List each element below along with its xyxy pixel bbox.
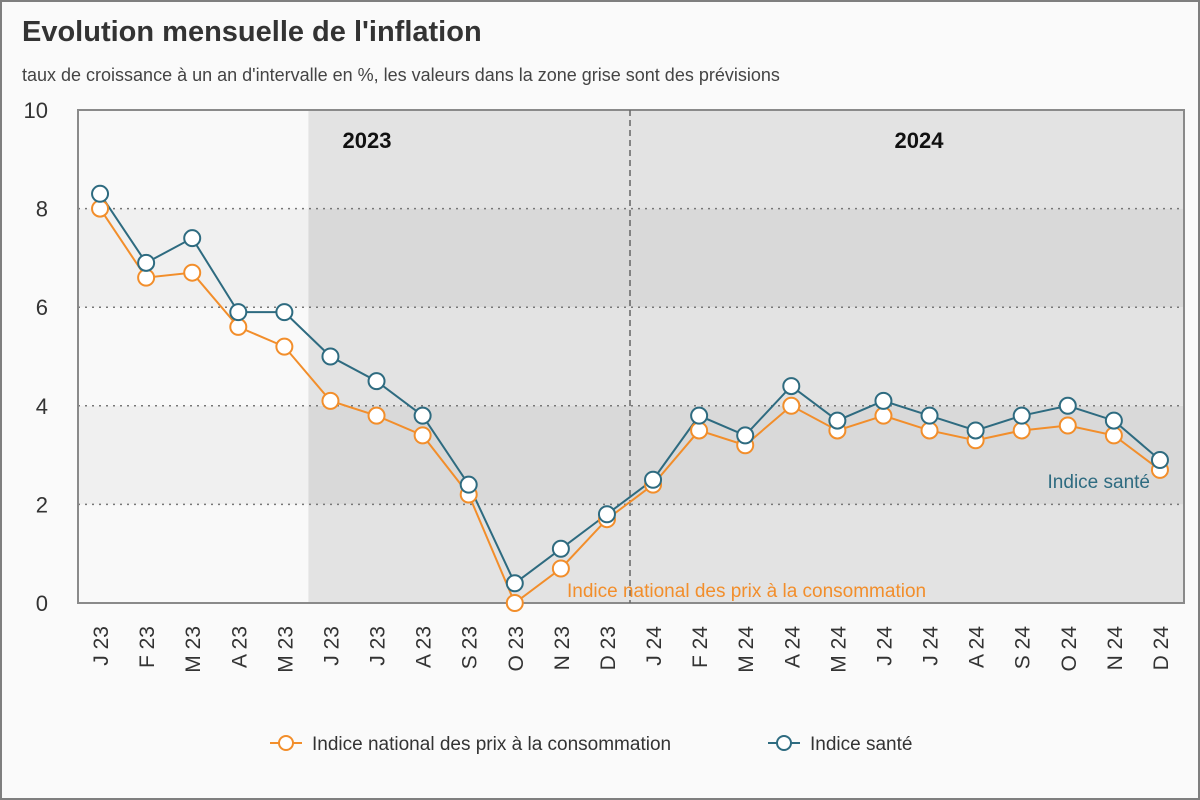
data-point-cpi (1012, 421, 1031, 440)
data-point-health (920, 406, 939, 425)
x-tick-label: N 23 (551, 626, 574, 670)
x-tick-label: O 23 (505, 626, 528, 672)
y-tick-label: 2 (36, 492, 48, 517)
data-point-cpi (137, 268, 156, 287)
legend-label: Indice santé (810, 734, 912, 755)
data-point-health (459, 475, 478, 494)
x-tick-label: J 23 (320, 626, 343, 666)
annotation-cpi: Indice national des prix à la consommati… (567, 581, 926, 602)
chart-subtitle: taux de croissance à un an d'intervalle … (22, 65, 780, 85)
x-tick-label: M 24 (735, 626, 758, 673)
x-tick-label: M 23 (274, 626, 297, 673)
y-tick-label: 0 (36, 591, 48, 616)
data-point-health (597, 505, 616, 524)
x-tick-label: F 24 (689, 626, 712, 668)
period-label-2024: 2024 (895, 128, 945, 153)
x-tick-label: J 23 (90, 626, 113, 666)
data-point-cpi (229, 317, 248, 336)
data-point-health (782, 377, 801, 396)
forecast-band (308, 307, 1185, 406)
y-tick-label: 4 (36, 394, 48, 419)
data-point-health (91, 184, 110, 203)
x-tick-label: J 23 (367, 626, 390, 666)
legend-marker (776, 735, 792, 751)
history-band (78, 307, 309, 406)
data-point-cpi (782, 396, 801, 415)
x-tick-label: A 24 (781, 626, 804, 668)
data-point-cpi (1058, 416, 1077, 435)
history-band (78, 504, 309, 603)
x-tick-label: M 23 (182, 626, 205, 673)
data-point-cpi (690, 421, 709, 440)
data-point-cpi (874, 406, 893, 425)
data-point-health (551, 539, 570, 558)
data-point-cpi (920, 421, 939, 440)
forecast-band (308, 504, 1185, 603)
history-band (78, 110, 309, 209)
annotation-health: Indice santé (1048, 472, 1150, 493)
data-point-health (321, 347, 340, 366)
x-tick-label: F 23 (136, 626, 159, 668)
x-tick-label: J 24 (920, 626, 943, 666)
data-point-health (229, 303, 248, 322)
y-tick-label: 6 (36, 295, 48, 320)
y-tick-label: 8 (36, 197, 48, 222)
forecast-band (308, 405, 1185, 505)
data-point-cpi (505, 594, 524, 612)
data-point-health (1104, 411, 1123, 430)
data-point-health (690, 406, 709, 425)
data-point-health (644, 470, 663, 489)
history-band (78, 405, 309, 505)
data-point-health (1058, 396, 1077, 415)
x-tick-label: M 24 (827, 626, 850, 673)
data-point-health (275, 303, 294, 322)
data-point-cpi (321, 391, 340, 410)
x-tick-label: A 23 (413, 626, 436, 668)
data-point-health (966, 421, 985, 440)
data-point-cpi (1104, 426, 1123, 445)
legend-marker (278, 735, 294, 751)
x-tick-label: N 24 (1104, 626, 1127, 671)
history-band (78, 208, 309, 308)
period-label-2023: 2023 (343, 128, 392, 153)
data-point-health (137, 253, 156, 272)
x-tick-label: S 23 (459, 626, 482, 669)
legend-label: Indice national des prix à la consommati… (312, 734, 671, 755)
x-tick-label: A 23 (228, 626, 251, 668)
data-point-cpi (413, 426, 432, 445)
data-point-cpi (275, 337, 294, 356)
data-point-health (1150, 451, 1169, 470)
data-point-health (874, 391, 893, 410)
x-tick-label: S 24 (1012, 626, 1035, 670)
data-point-health (736, 426, 755, 445)
data-point-health (505, 574, 524, 593)
forecast-band (308, 208, 1185, 308)
x-tick-label: A 24 (966, 626, 989, 668)
y-tick-label: 10 (24, 98, 48, 123)
plot-border (77, 109, 1185, 604)
data-point-health (183, 229, 202, 248)
data-point-cpi (551, 559, 570, 578)
data-point-cpi (91, 199, 110, 218)
chart-title: Evolution mensuelle de l'inflation (22, 16, 482, 48)
x-tick-label: D 23 (597, 626, 620, 670)
data-point-cpi (183, 263, 202, 282)
x-tick-label: D 24 (1150, 626, 1173, 671)
data-point-health (413, 406, 432, 425)
data-point-health (367, 372, 386, 391)
x-tick-label: J 24 (873, 626, 896, 666)
data-point-health (828, 411, 847, 430)
data-point-cpi (367, 406, 386, 425)
x-tick-label: J 24 (643, 626, 666, 666)
forecast-band (308, 110, 1185, 209)
x-tick-label: O 24 (1058, 626, 1081, 672)
data-point-health (1012, 406, 1031, 425)
